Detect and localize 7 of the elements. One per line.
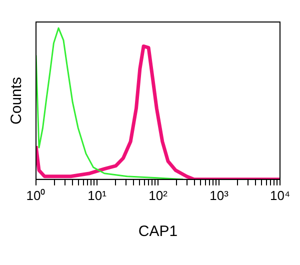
x-tick-label: 10³: [210, 188, 230, 203]
x-tick-label: 10²: [148, 188, 168, 203]
x-tick-label: 10⁰: [26, 188, 46, 203]
x-tick-label: 10¹: [88, 188, 108, 203]
y-axis-title: Counts: [8, 76, 26, 124]
x-tick-label: 10⁴: [270, 188, 290, 203]
x-axis-title: CAP1: [138, 223, 178, 240]
